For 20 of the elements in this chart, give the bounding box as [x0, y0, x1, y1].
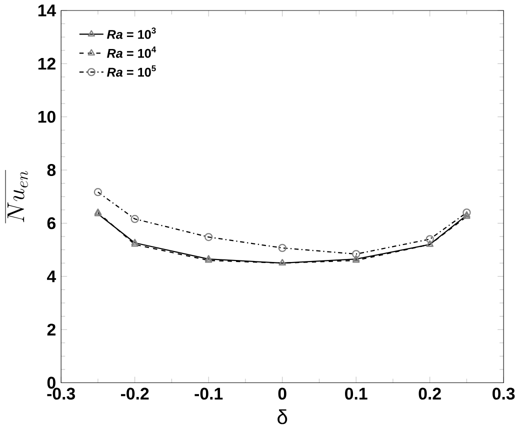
x-axis-title: δ — [278, 409, 288, 424]
y-tick-label: 10 — [38, 110, 56, 123]
legend-label: Ra = 10$^{4}$ — [106, 46, 156, 58]
y-tick-label: 4 — [47, 270, 56, 282]
x-tick-label: -0.3 — [47, 388, 75, 400]
x-tick-label: 0 — [278, 388, 286, 400]
y-tick-label: 8 — [47, 164, 56, 176]
x-tick-label: 0.1 — [345, 388, 368, 400]
y-tick-label: 12 — [38, 58, 56, 70]
x-tick-label: 0.3 — [492, 388, 515, 400]
legend-label: Ra = 10$^{5}$ — [106, 65, 156, 77]
y-tick-label: 0 — [47, 376, 56, 389]
x-tick-label: -0.2 — [120, 388, 149, 400]
y-tick-label: 14 — [38, 4, 56, 16]
x-tick-label: 0.2 — [418, 388, 441, 400]
y-tick-label: 2 — [47, 324, 56, 336]
x-tick-label: -0.1 — [194, 388, 223, 400]
y-axis-title: $\overline{Nu_{en}}$ — [6, 170, 28, 224]
legend-label: Ra = 10$^{3}$ — [106, 28, 156, 39]
y-tick-label: 6 — [47, 217, 56, 230]
